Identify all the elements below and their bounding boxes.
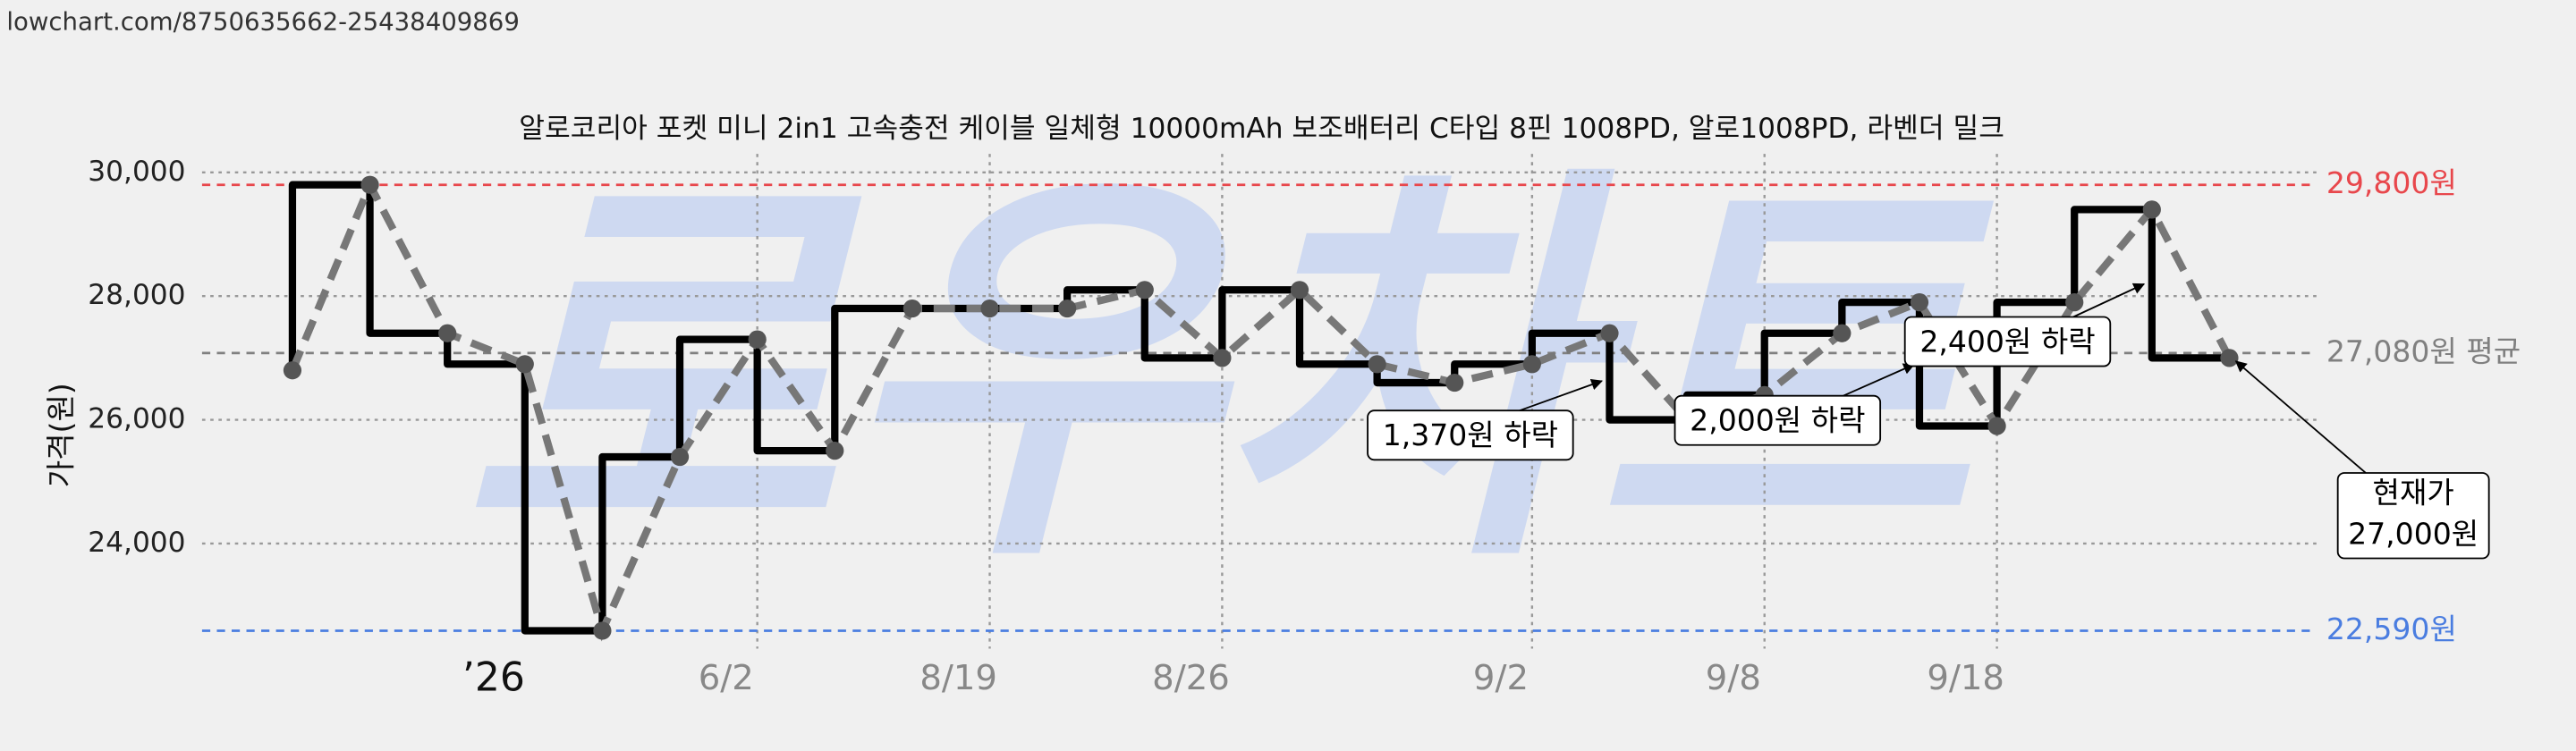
step-line bbox=[753, 339, 835, 455]
y-tick-label: 28,000 bbox=[88, 279, 185, 311]
step-line bbox=[1606, 333, 1688, 424]
annotation-text: 1,370원 하락 bbox=[1383, 418, 1558, 452]
step-line bbox=[1993, 298, 2075, 426]
step-line bbox=[675, 335, 758, 458]
y-tick-label: 24,000 bbox=[88, 527, 185, 559]
annotation-text: 27,000원 bbox=[2348, 516, 2479, 551]
point bbox=[2142, 200, 2161, 219]
x-tick-label: 8/26 bbox=[1152, 658, 1230, 698]
x-tick-label: 6/2 bbox=[699, 658, 754, 698]
y-tick-label: 26,000 bbox=[88, 403, 185, 435]
point bbox=[2065, 293, 2084, 312]
annotation-arrow bbox=[2072, 283, 2146, 318]
step-line bbox=[831, 304, 912, 451]
step-line bbox=[2148, 209, 2230, 362]
step-line bbox=[598, 452, 681, 631]
point bbox=[980, 299, 999, 318]
point bbox=[826, 442, 844, 460]
reference-label: 29,800원 bbox=[2326, 165, 2457, 200]
annotation-arrow bbox=[1843, 363, 1915, 397]
annotation-text: 현재가 bbox=[2373, 475, 2454, 510]
annotation-box bbox=[1903, 316, 2112, 367]
point bbox=[902, 299, 922, 318]
annotation-box bbox=[1674, 394, 1882, 446]
step-line bbox=[1140, 290, 1223, 362]
point bbox=[1368, 355, 1386, 374]
x-tick-label: ’26 bbox=[462, 654, 525, 700]
step-line bbox=[288, 181, 370, 371]
step-line bbox=[1295, 290, 1377, 368]
step-line bbox=[1218, 286, 1301, 359]
point bbox=[1910, 293, 1929, 312]
point bbox=[593, 621, 612, 640]
point bbox=[1445, 373, 1464, 392]
watermark: 로우차트 bbox=[460, 135, 1997, 612]
x-tick-label: 9/8 bbox=[1706, 658, 1761, 698]
point bbox=[2220, 349, 2239, 367]
point bbox=[1522, 355, 1541, 374]
point bbox=[1833, 324, 1852, 342]
point bbox=[748, 330, 767, 349]
point bbox=[1987, 417, 2006, 435]
price-line bbox=[289, 175, 2233, 642]
point bbox=[283, 361, 302, 380]
point bbox=[1290, 281, 1309, 300]
step-line bbox=[1760, 329, 1843, 395]
point bbox=[670, 447, 690, 467]
step-line bbox=[1838, 298, 1919, 333]
y-axis-title: 가격(원) bbox=[43, 383, 78, 487]
step-line bbox=[521, 364, 603, 635]
reference-label: 22,590원 bbox=[2326, 612, 2457, 646]
annotation-arrow bbox=[1519, 378, 1604, 412]
x-tick-label: 8/19 bbox=[919, 658, 997, 698]
point bbox=[438, 324, 457, 342]
chart-title: 알로코리아 포켓 미니 2in1 고속충전 케이블 일체형 10000mAh 보… bbox=[519, 113, 2004, 145]
annotation-box bbox=[2336, 472, 2490, 560]
x-tick-label: 9/2 bbox=[1473, 658, 1529, 698]
point bbox=[1135, 281, 1154, 300]
url: lowchart.com/8750635662-25438409869 bbox=[6, 8, 520, 37]
annotation-box bbox=[1367, 409, 1574, 461]
annotation-arrow bbox=[2234, 360, 2367, 474]
x-tick-label: 9/18 bbox=[1927, 658, 2004, 698]
point bbox=[1058, 299, 1077, 318]
step-line bbox=[444, 333, 525, 368]
step-line bbox=[2071, 206, 2152, 303]
annotation-text: 2,400원 하락 bbox=[1919, 324, 2095, 359]
point bbox=[1213, 349, 1232, 367]
reference-label: 27,080원 평균 bbox=[2326, 333, 2521, 368]
annotation-text: 2,000원 하락 bbox=[1690, 403, 1865, 438]
step-line bbox=[1528, 329, 1610, 365]
point bbox=[360, 175, 379, 194]
y-tick-label: 30,000 bbox=[88, 156, 185, 188]
point bbox=[515, 355, 534, 374]
step-line bbox=[366, 184, 448, 337]
point bbox=[1600, 324, 1619, 342]
